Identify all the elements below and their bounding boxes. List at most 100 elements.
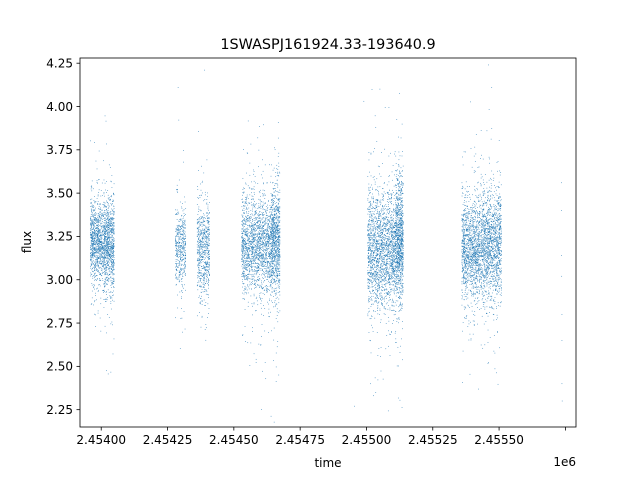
data-point xyxy=(98,216,100,217)
data-point xyxy=(241,257,243,259)
data-point xyxy=(95,253,97,255)
data-point xyxy=(249,281,251,283)
data-point xyxy=(112,218,113,220)
data-point xyxy=(92,251,94,253)
data-point xyxy=(245,247,247,249)
data-point xyxy=(263,244,265,245)
data-point xyxy=(182,253,183,255)
data-point xyxy=(92,228,94,230)
data-point xyxy=(257,242,259,244)
data-point xyxy=(90,229,91,231)
data-point xyxy=(101,266,103,267)
data-point xyxy=(208,285,209,287)
data-point xyxy=(242,234,243,236)
data-point xyxy=(113,262,115,263)
data-point xyxy=(205,227,207,229)
data-point xyxy=(183,254,184,256)
data-point xyxy=(256,262,258,264)
data-point xyxy=(261,274,262,276)
data-point xyxy=(92,215,94,217)
data-point xyxy=(110,261,112,263)
data-point xyxy=(271,235,272,236)
data-point xyxy=(113,217,114,219)
data-point xyxy=(201,257,203,258)
data-point xyxy=(98,248,100,250)
data-point xyxy=(271,268,272,270)
data-point xyxy=(247,228,248,230)
data-point xyxy=(278,212,280,213)
data-point xyxy=(272,268,273,270)
data-point xyxy=(106,251,108,253)
data-point xyxy=(252,221,253,222)
data-point xyxy=(182,268,183,270)
data-point xyxy=(105,264,107,266)
data-point xyxy=(244,234,246,235)
data-point xyxy=(106,276,108,278)
data-point xyxy=(266,182,268,184)
data-point xyxy=(99,257,101,259)
data-point xyxy=(266,279,268,280)
data-point xyxy=(90,256,92,257)
data-point xyxy=(263,290,265,291)
data-point xyxy=(207,230,209,232)
data-point xyxy=(95,219,96,221)
data-point xyxy=(96,248,97,250)
data-point xyxy=(251,189,253,190)
data-point xyxy=(99,285,101,287)
data-point xyxy=(278,256,280,258)
data-point xyxy=(198,262,200,264)
data-point xyxy=(255,212,257,214)
data-point xyxy=(199,263,201,265)
data-point xyxy=(101,231,103,233)
data-point xyxy=(241,246,243,248)
data-point xyxy=(112,281,114,283)
data-point xyxy=(94,249,95,251)
data-point xyxy=(204,194,206,196)
data-point xyxy=(241,259,243,261)
data-point xyxy=(105,189,106,191)
data-point xyxy=(205,245,207,246)
data-point xyxy=(265,285,267,286)
data-point xyxy=(262,264,263,265)
data-point xyxy=(206,235,207,237)
data-point xyxy=(113,251,115,253)
data-point xyxy=(108,291,110,293)
data-point xyxy=(260,238,261,240)
data-point xyxy=(183,264,184,266)
data-point xyxy=(243,290,245,291)
data-point xyxy=(251,226,252,227)
data-point xyxy=(260,256,262,258)
data-point xyxy=(197,277,198,279)
data-point xyxy=(259,229,260,231)
data-point xyxy=(263,183,264,185)
data-point xyxy=(205,278,207,280)
data-point xyxy=(261,201,262,202)
data-point xyxy=(183,231,184,233)
data-point xyxy=(268,239,270,241)
data-point xyxy=(92,248,94,250)
data-point xyxy=(104,115,106,117)
data-point xyxy=(255,256,257,258)
data-point xyxy=(207,274,208,276)
data-point xyxy=(253,263,255,265)
data-point xyxy=(112,230,113,232)
data-point xyxy=(266,289,268,291)
data-point xyxy=(245,263,246,265)
data-point xyxy=(96,242,97,243)
data-point xyxy=(208,259,209,260)
data-point xyxy=(100,237,102,239)
data-point xyxy=(108,222,110,224)
data-point xyxy=(180,232,182,234)
data-point xyxy=(106,259,108,261)
data-point xyxy=(278,175,280,177)
data-point xyxy=(109,211,111,213)
data-point xyxy=(275,237,277,239)
data-point xyxy=(108,236,110,238)
data-point xyxy=(177,244,179,246)
data-point xyxy=(113,247,114,249)
data-point xyxy=(111,258,112,260)
data-point xyxy=(267,204,268,206)
data-point xyxy=(106,283,108,285)
data-point xyxy=(250,243,251,245)
data-point xyxy=(93,241,95,243)
